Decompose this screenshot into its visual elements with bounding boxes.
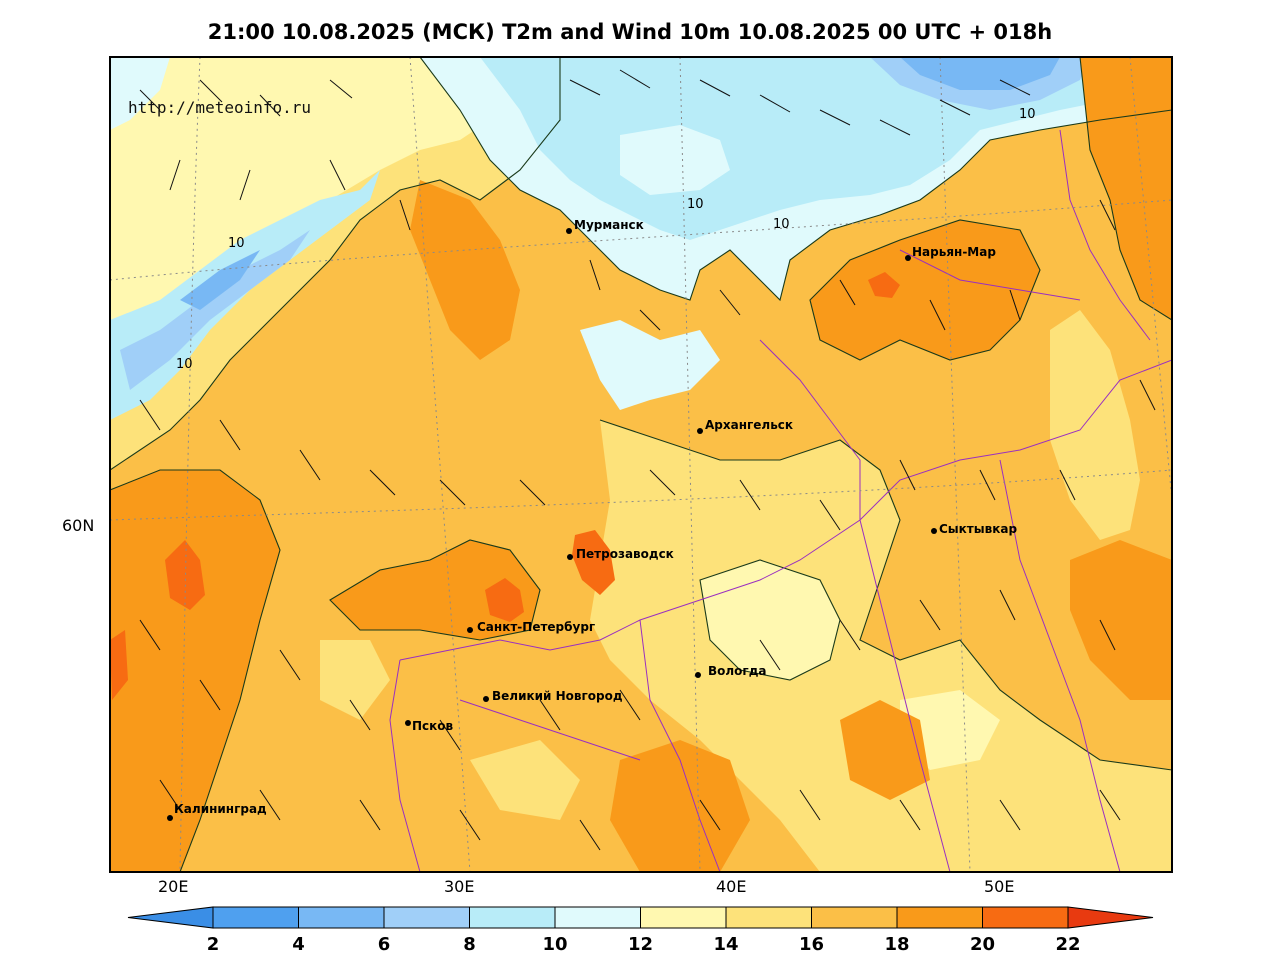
map-title: 21:00 10.08.2025 (МСК) T2m and Wind 10m … <box>207 20 1053 44</box>
colorbar-segment <box>811 906 898 929</box>
field-22-petro <box>572 530 615 595</box>
contour-label: 10 <box>773 217 790 232</box>
watermark-url: http://meteoinfo.ru <box>128 98 311 117</box>
city-dot-naryan-mar <box>905 255 911 261</box>
field-14-central <box>700 560 840 680</box>
field-22-edge <box>110 630 128 700</box>
colorbar-segment <box>725 906 812 929</box>
colorbar-max-arrow <box>1067 906 1154 929</box>
colorbar-segment <box>554 906 641 929</box>
contour-label: 10 <box>228 236 245 251</box>
field-12-white-sea <box>580 320 720 410</box>
field-12-inner <box>620 125 730 195</box>
field-6-scand <box>180 250 260 310</box>
field-6-ne <box>900 57 1060 90</box>
graticule <box>110 57 1172 872</box>
field-16-central <box>590 420 1172 872</box>
city-label-veliky-novgorod: Великий Новгород <box>492 689 623 703</box>
colorbar-segment <box>298 906 385 929</box>
city-dot-petrozavodsk <box>567 554 573 560</box>
field-22-nenets <box>868 272 900 298</box>
lon-label-20e: 20E <box>158 877 188 896</box>
city-label-murmansk: Мурманск <box>574 218 644 232</box>
colorbar-tick-label: 12 <box>628 934 653 955</box>
region-borders <box>389 129 1172 872</box>
colorbar: 2 4 6 8 10 12 14 16 18 20 22 <box>127 906 1154 955</box>
wind-barbs <box>139 69 1156 851</box>
city-label-naryan-mar: Нарьян-Мар <box>912 245 996 259</box>
colorbar-segment <box>896 906 983 929</box>
colorbar-tick-label: 8 <box>463 934 476 955</box>
field-12-nw-top <box>110 57 170 130</box>
city-markers: Мурманск Нарьян-Мар Архангельск Сыктывка… <box>167 218 1017 821</box>
field-22-west <box>165 540 205 610</box>
colorbar-min-arrow <box>127 906 214 929</box>
colorbar-segment <box>383 906 470 929</box>
city-label-saint-petersburg: Санкт-Петербург <box>477 620 595 634</box>
field-20-se <box>1070 540 1172 700</box>
field-10-scand <box>110 170 380 420</box>
lon-label-40e: 40E <box>716 877 746 896</box>
colorbar-tick-label: 2 <box>207 934 220 955</box>
city-dot-veliky-novgorod <box>483 696 489 702</box>
city-dot-syktyvkar <box>931 528 937 534</box>
city-dot-murmansk <box>566 228 572 234</box>
field-20-centre <box>840 700 930 800</box>
temperature-field <box>110 57 1172 872</box>
city-label-petrozavodsk: Петрозаводск <box>576 547 674 561</box>
field-20-karelia <box>330 540 540 640</box>
field-20-kola <box>410 180 520 360</box>
city-label-arkhangelsk: Архангельск <box>705 418 793 432</box>
map-frame <box>109 56 1173 873</box>
city-label-syktyvkar: Сыктывкар <box>939 522 1017 536</box>
lon-label-30e: 30E <box>444 877 474 896</box>
field-20-west <box>110 470 280 872</box>
colorbar-tick-label: 10 <box>542 934 567 955</box>
colorbar-tick-label: 18 <box>884 934 909 955</box>
colorbar-segment <box>212 906 299 929</box>
field-16-south <box>470 740 580 820</box>
contour-label: 10 <box>687 197 704 212</box>
city-dot-pskov <box>405 720 411 726</box>
lat-label-60n: 60N <box>62 516 94 535</box>
city-label-pskov: Псков <box>412 719 454 733</box>
field-20-nenets <box>810 220 1040 360</box>
field-16-east <box>1050 310 1140 540</box>
contour-label: 10 <box>176 357 193 372</box>
field-20-south <box>610 740 750 872</box>
colorbar-segment <box>640 906 727 929</box>
city-dot-kaliningrad <box>167 815 173 821</box>
colorbar-tick-label: 20 <box>970 934 995 955</box>
colorbar-tick-label: 6 <box>378 934 391 955</box>
colorbar-tick-label: 16 <box>799 934 824 955</box>
field-22-spb <box>485 578 524 622</box>
city-dot-saint-petersburg <box>467 627 473 633</box>
field-16-south-left <box>320 640 390 720</box>
city-dot-arkhangelsk <box>697 428 703 434</box>
colorbar-tick-label: 4 <box>292 934 305 955</box>
colorbar-tick-label: 14 <box>713 934 738 955</box>
field-8-scand <box>120 230 310 390</box>
city-label-vologda: Вологда <box>708 664 766 678</box>
field-14-nw <box>110 57 530 400</box>
colorbar-segment <box>982 906 1069 929</box>
colorbar-tick-label: 22 <box>1055 934 1080 955</box>
colorbar-segment <box>469 906 556 929</box>
city-dot-vologda <box>695 672 701 678</box>
city-label-kaliningrad: Калининград <box>174 802 267 816</box>
lon-label-50e: 50E <box>984 877 1014 896</box>
contour-label: 10 <box>1019 107 1036 122</box>
